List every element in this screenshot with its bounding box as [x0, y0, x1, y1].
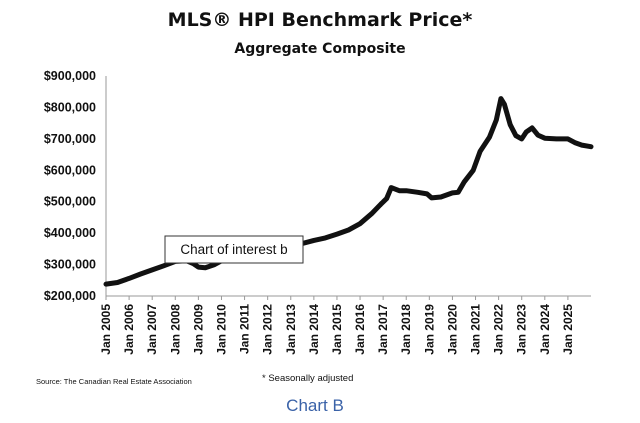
x-tick-label: Jan 2017	[376, 304, 390, 355]
x-tick-label: Jan 2012	[261, 304, 275, 355]
y-tick-label: $800,000	[44, 100, 96, 114]
x-tick-label: Jan 2010	[214, 304, 228, 355]
x-tick-label: Jan 2014	[307, 304, 321, 355]
chart-title: MLS® HPI Benchmark Price*	[168, 9, 473, 31]
hpi-series-line	[103, 96, 594, 287]
x-tick-label: Jan 2008	[168, 304, 182, 355]
x-tick-label: Jan 2006	[122, 304, 136, 355]
y-axis-labels: $200,000 $300,000 $400,000 $500,000 $600,000…	[44, 69, 96, 303]
x-tick-label: Jan 2013	[284, 304, 298, 355]
callout-text: Chart of interest b	[180, 242, 287, 257]
y-tick-label: $900,000	[44, 69, 96, 83]
x-tick-label: Jan 2005	[99, 304, 113, 355]
x-tick-label: Jan 2020	[445, 304, 459, 355]
x-tick-label: Jan 2015	[330, 304, 344, 355]
source-note: Source: The Canadian Real Estate Associa…	[36, 377, 192, 386]
x-tick-label: Jan 2019	[422, 304, 436, 355]
y-tick-label: $400,000	[44, 226, 96, 240]
x-tick-label: Jan 2023	[515, 304, 529, 355]
x-tick-label: Jan 2024	[538, 304, 552, 355]
chart-caption: Chart B	[286, 396, 344, 415]
x-tick-label: Jan 2021	[469, 304, 483, 355]
chart-subtitle: Aggregate Composite	[234, 41, 405, 57]
y-tick-label: $600,000	[44, 163, 96, 177]
x-tick-label: Jan 2016	[353, 304, 367, 355]
callout-box	[164, 235, 304, 264]
x-tick-label: Jan 2009	[191, 304, 205, 355]
x-tick-marks	[105, 296, 569, 300]
x-tick-label: Jan 2007	[145, 304, 159, 355]
x-tick-label: Jan 2011	[238, 304, 252, 354]
x-tick-label: Jan 2018	[399, 304, 413, 355]
y-tick-label: $500,000	[44, 195, 96, 209]
x-axis-labels: Jan 2005 Jan 2006 Jan 2007 Jan 2008 Jan 2009…	[99, 304, 575, 355]
x-tick-label: Jan 2025	[561, 304, 575, 355]
y-tick-label: $700,000	[44, 132, 96, 146]
seasonal-note: * Seasonally adjusted	[262, 373, 353, 384]
x-tick-label: Jan 2022	[492, 304, 506, 355]
y-tick-label: $300,000	[44, 258, 96, 272]
y-tick-label: $200,000	[44, 289, 96, 303]
